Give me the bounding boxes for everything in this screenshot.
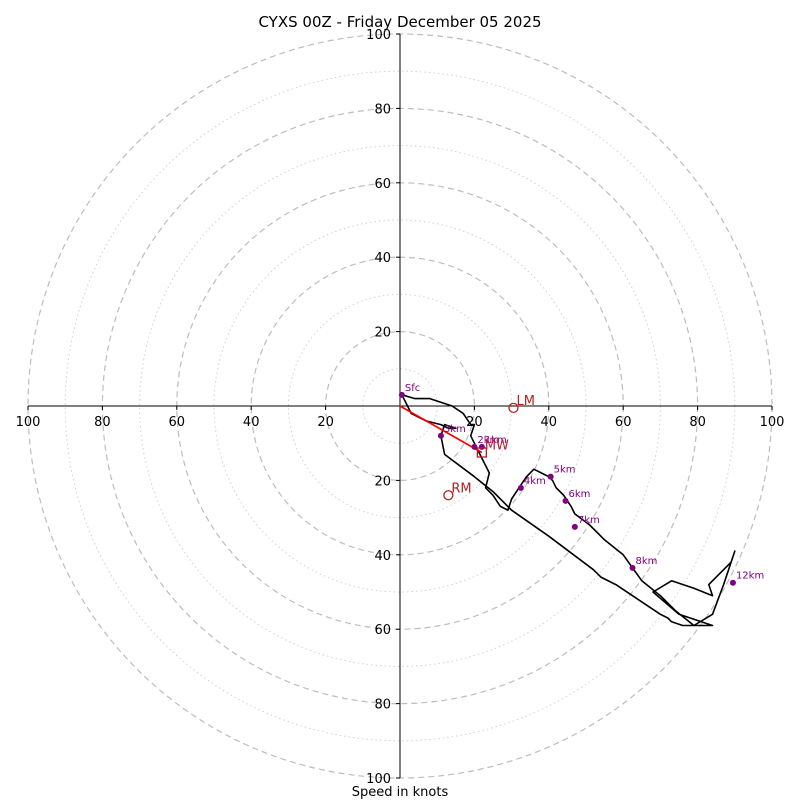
height-label-Sfc: Sfc [405,383,420,394]
x-axis-label: Speed in knots [352,785,449,800]
height-marker-3km [437,432,444,439]
y-tick-label-pos-1: 40 [374,251,391,266]
hodograph-trace-group [399,394,736,627]
y-tick-label-pos-4: 100 [366,28,391,43]
height-label-1km: 1km [485,435,507,446]
height-label-12km: 12km [736,571,764,582]
x-tick-label-pos-0: 20 [466,415,483,430]
height-label-2km: 2km [477,435,499,446]
x-tick-label-neg-0: 100 [16,415,41,430]
height-label-6km: 6km [569,489,591,500]
height-marker-Sfc [398,391,405,398]
height-label-5km: 5km [554,465,576,476]
tick-labels: 100 20 20 20 80 40 40 40 60 60 60 60 40 80 80 80 20 100 10… [16,28,785,787]
y-tick-label-neg-3: 80 [374,698,391,713]
storm-label-RM: RM [451,481,471,496]
storm-marker-RM [443,490,454,501]
height-label-3km: 3km [444,424,466,435]
x-tick-label-neg-4: 20 [317,415,334,430]
height-marker-5km [547,473,554,480]
y-tick-label-pos-0: 20 [374,326,391,341]
y-tick-label-pos-2: 60 [374,177,391,192]
x-tick-label-neg-2: 60 [169,415,186,430]
storm-label-LM: LM [516,394,534,409]
storm-label-MW: MW [485,439,509,454]
y-tick-label-neg-0: 20 [374,474,391,489]
height-marker-4km [517,484,524,491]
chart-title: CYXS 00Z - Friday December 05 2025 [258,13,541,31]
height-label-8km: 8km [636,556,658,567]
y-tick-label-pos-3: 80 [374,102,391,117]
height-marker-12km [729,579,736,586]
height-marker-2km [471,443,478,450]
x-tick-label-pos-4: 100 [760,415,785,430]
y-tick-label-neg-1: 40 [374,549,391,564]
x-tick-label-pos-3: 80 [689,415,706,430]
hodograph-line [401,394,736,627]
x-tick-label-neg-3: 40 [243,415,260,430]
y-tick-label-neg-4: 100 [366,772,391,787]
mean-wind-vector [399,405,483,454]
height-label-7km: 7km [578,515,600,526]
height-marker-7km [571,523,578,530]
x-tick-label-pos-1: 40 [541,415,558,430]
height-label-4km: 4km [524,476,546,487]
y-tick-label-neg-2: 60 [374,623,391,638]
height-marker-8km [629,564,636,571]
x-tick-label-pos-2: 60 [615,415,632,430]
x-tick-label-neg-1: 80 [94,415,111,430]
storm-motion-markers: LM RM MW [443,394,535,501]
height-marker-6km [562,497,569,504]
storm-marker-LM [508,402,519,414]
storm-marker-MW [476,447,487,458]
